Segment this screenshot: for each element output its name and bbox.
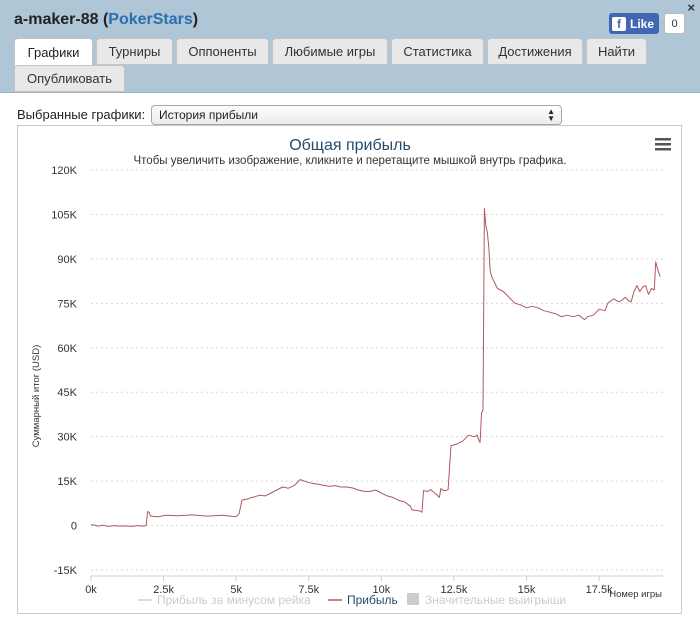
x-tick-label: 0k	[85, 584, 97, 596]
tab-achievements[interactable]: Достижения	[487, 38, 583, 65]
y-tick-label: 90K	[57, 254, 77, 266]
close-icon[interactable]: ×	[687, 0, 695, 15]
legend-label-profit-after-rake: Прибыль за минусом рейка	[157, 593, 311, 607]
chart-series	[90, 208, 661, 527]
tab-statistics[interactable]: Статистика	[391, 38, 484, 65]
y-tick-label: 120K	[51, 165, 77, 177]
facebook-like-label: Like	[630, 16, 655, 31]
tab-tournaments[interactable]: Турниры	[96, 38, 173, 65]
graph-selector-label: Выбранные графики:	[17, 107, 146, 122]
tab-opponents[interactable]: Оппоненты	[176, 38, 269, 65]
chart-axes: -15K 0 15K 30K 45K 60K 75K 90K 105K 120K 0k 2.5k 5k 7…	[51, 165, 663, 596]
x-tick-label: 10k	[372, 584, 390, 596]
facebook-icon: f	[612, 16, 626, 31]
y-tick-label: 60K	[57, 343, 77, 355]
tab-favorite-games[interactable]: Любимые игры	[272, 38, 388, 65]
x-axis-label: Номер игры	[609, 589, 662, 600]
x-tick-label: 5k	[230, 584, 242, 596]
facebook-like-count: 0	[660, 13, 685, 34]
graph-select-value: История прибыли	[159, 108, 258, 122]
series-line-profit	[90, 208, 661, 527]
x-tick-label: 7.5k	[298, 584, 319, 596]
y-tick-label: 105K	[51, 209, 77, 221]
y-tick-label: 30K	[57, 432, 77, 444]
legend-item-big-wins[interactable]: Значительные выигрыши	[407, 593, 566, 607]
y-tick-label: -15K	[54, 565, 78, 577]
legend-label-big-wins: Значительные выигрыши	[425, 593, 566, 607]
tab-find[interactable]: Найти	[586, 38, 647, 65]
player-name: a-maker-88	[14, 11, 99, 28]
window-header: a-maker-88 (PokerStars) × f Like 0 Графи…	[0, 0, 700, 93]
site-link[interactable]: PokerStars	[108, 11, 193, 28]
chart-grid	[91, 169, 663, 571]
chart-svg[interactable]: -15K 0 15K 30K 45K 60K 75K 90K 105K 120K 0k 2.5k 5k 7…	[18, 126, 681, 613]
chart-subtitle: Чтобы увеличить изображение, кликните и …	[134, 155, 567, 167]
y-tick-label: 45K	[57, 387, 77, 399]
legend-label-profit: Прибыль	[347, 593, 398, 607]
tab-publish[interactable]: Опубликовать	[14, 65, 125, 92]
tab-graphs[interactable]: Графики	[14, 38, 93, 67]
x-tick-label: 17.5k	[586, 584, 613, 596]
chart-legend: Прибыль за минусом рейка Прибыль Значите…	[138, 593, 566, 607]
legend-item-profit-after-rake[interactable]: Прибыль за минусом рейка	[138, 593, 311, 607]
y-axis-label: Суммарный итог (USD)	[31, 345, 42, 447]
x-tick-label: 15k	[518, 584, 536, 596]
select-arrows-icon: ▲ ▼	[547, 107, 555, 123]
x-tick-label: 2.5k	[153, 584, 174, 596]
y-tick-label: 15K	[57, 476, 77, 488]
legend-item-profit[interactable]: Прибыль	[328, 593, 398, 607]
window-title: a-maker-88 (PokerStars)	[14, 11, 199, 28]
graph-select[interactable]: История прибыли ▲ ▼	[151, 105, 562, 125]
y-tick-label: 0	[71, 521, 77, 533]
y-tick-label: 75K	[57, 298, 77, 310]
x-tick-label: 12.5k	[440, 584, 467, 596]
chart-menu-icon[interactable]	[655, 138, 671, 151]
chart-title: Общая прибыль	[289, 137, 411, 154]
profit-chart[interactable]: -15K 0 15K 30K 45K 60K 75K 90K 105K 120K 0k 2.5k 5k 7…	[17, 125, 682, 614]
facebook-like-button[interactable]: f Like	[609, 13, 659, 34]
